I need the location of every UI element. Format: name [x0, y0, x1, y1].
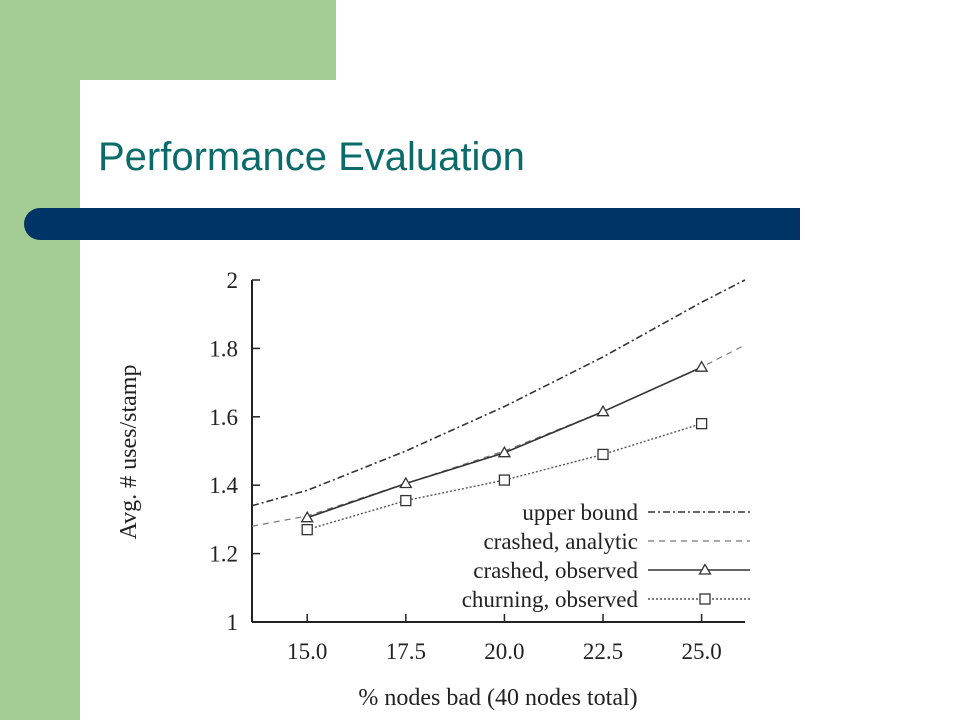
square-marker — [400, 494, 412, 507]
chart-axes — [251, 280, 745, 623]
legend-label: upper bound — [522, 500, 638, 525]
chart-series — [251, 279, 746, 536]
series-3 — [300, 360, 709, 523]
x-tick-label: 20.0 — [484, 639, 524, 664]
y-tick-label: 1.2 — [209, 542, 238, 567]
x-axis-label: % nodes bad (40 nodes total) — [358, 685, 637, 711]
chart-legend: upper bound crashed, analytic crashed, obs… — [462, 500, 750, 612]
line-chart: 15.0 17.5 20.0 22.5 25.0 1 1.2 1.4 1.6 1.8 2 upper… — [116, 268, 750, 711]
y-tick-label: 1 — [227, 610, 239, 635]
x-tick-label: 17.5 — [386, 639, 426, 664]
triangle-marker — [596, 404, 610, 417]
left-decorative-band — [0, 0, 80, 720]
content-corner — [80, 80, 140, 140]
title-underline-bar — [24, 208, 800, 240]
series-2 — [251, 344, 746, 527]
series-line — [251, 344, 746, 527]
x-tick-label: 15.0 — [287, 639, 327, 664]
series-line — [306, 366, 702, 519]
series-1 — [251, 279, 746, 507]
square-marker — [699, 593, 711, 605]
series-line — [251, 279, 746, 507]
square-marker — [498, 474, 511, 486]
y-axis-label: Avg. # uses/stamp — [116, 365, 142, 540]
y-tick-label: 1.8 — [209, 336, 238, 361]
x-tick-label: 25.0 — [681, 639, 721, 664]
top-decorative-band — [0, 0, 336, 80]
triangle-marker — [300, 510, 314, 523]
square-marker — [695, 417, 708, 430]
triangle-marker — [698, 563, 712, 575]
square-marker — [301, 524, 313, 536]
legend-label: churning, observed — [462, 587, 639, 612]
legend-label: crashed, observed — [473, 558, 638, 583]
legend-label: crashed, analytic — [483, 529, 638, 554]
slide-title: Performance Evaluation — [98, 135, 525, 179]
triangle-marker — [399, 476, 413, 489]
series-line — [307, 422, 702, 531]
y-tick-label: 1.6 — [209, 405, 238, 430]
x-tick-label: 22.5 — [583, 639, 623, 664]
triangle-marker — [694, 360, 709, 372]
y-tick-label: 1.4 — [209, 473, 238, 498]
axis-ticks: 15.0 17.5 20.0 22.5 25.0 1 1.2 1.4 1.6 1.8 2 — [209, 268, 721, 664]
square-marker — [597, 448, 609, 461]
series-4 — [301, 417, 708, 536]
y-tick-label: 2 — [227, 268, 239, 293]
triangle-marker — [497, 445, 512, 458]
